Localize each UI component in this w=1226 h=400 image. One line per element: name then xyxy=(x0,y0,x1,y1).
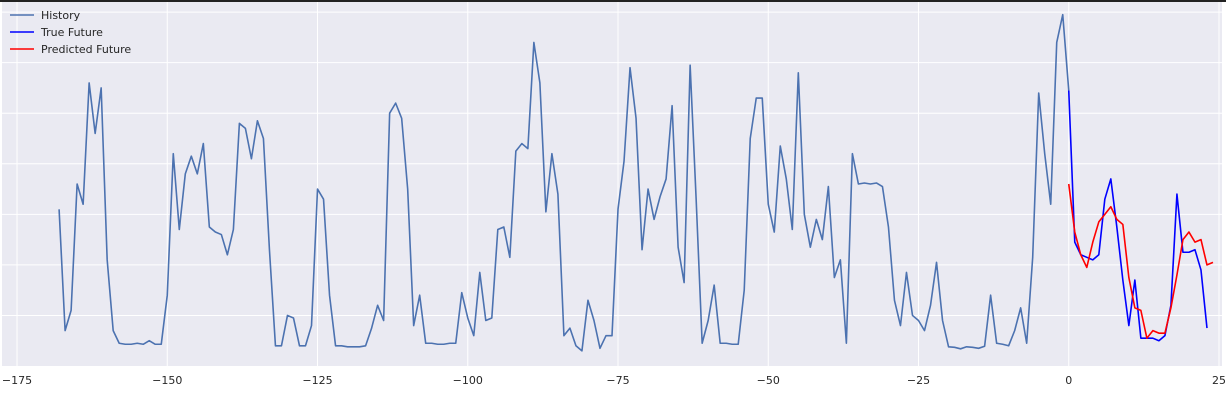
x-tick-label: −25 xyxy=(907,374,930,387)
x-tick-label: −75 xyxy=(606,374,629,387)
x-tick-label: −100 xyxy=(453,374,483,387)
x-tick-label: −175 xyxy=(2,374,32,387)
series-lines xyxy=(58,13,1214,352)
legend: History True Future Predicted Future xyxy=(10,9,131,56)
legend-label: Predicted Future xyxy=(41,43,131,56)
series-line-predicted-future xyxy=(1067,183,1214,339)
grid-lines xyxy=(2,2,1222,366)
legend-label: True Future xyxy=(40,26,103,39)
x-tick-label: −50 xyxy=(757,374,780,387)
series-line-history xyxy=(58,13,1070,352)
legend-label: History xyxy=(41,9,81,22)
x-tick-label: 0 xyxy=(1065,374,1072,387)
x-tick-label: −125 xyxy=(302,374,332,387)
x-tick-label: 25 xyxy=(1212,374,1226,387)
x-axis-ticks: −175 −150 −125 −100 −75 −50 −25 0 25 xyxy=(2,374,1226,387)
window-top-border xyxy=(0,0,1226,2)
x-tick-label: −150 xyxy=(152,374,182,387)
